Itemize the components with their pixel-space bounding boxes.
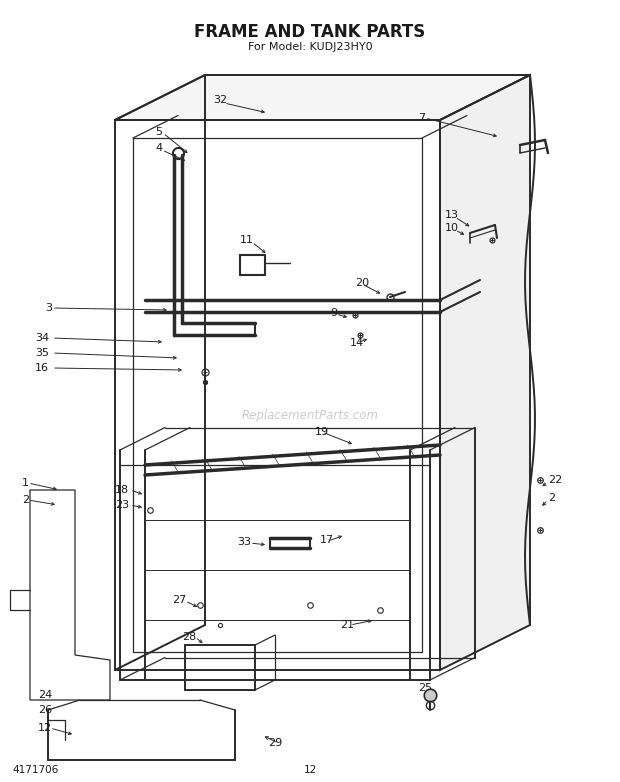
Text: 2: 2 (548, 493, 555, 503)
Text: 13: 13 (445, 210, 459, 220)
Text: 12: 12 (303, 765, 317, 775)
Text: 16: 16 (35, 363, 49, 373)
Text: 9: 9 (330, 308, 337, 318)
Text: 5: 5 (155, 127, 162, 137)
Text: ReplacementParts.com: ReplacementParts.com (242, 408, 378, 421)
Text: 22: 22 (548, 475, 562, 485)
Text: 25: 25 (418, 683, 432, 693)
Text: 19: 19 (315, 427, 329, 437)
Text: 4: 4 (155, 143, 162, 153)
Text: FRAME AND TANK PARTS: FRAME AND TANK PARTS (195, 23, 425, 41)
Text: 21: 21 (340, 620, 354, 630)
Text: For Model: KUDJ23HY0: For Model: KUDJ23HY0 (247, 42, 373, 52)
Polygon shape (440, 75, 530, 670)
Text: 34: 34 (35, 333, 49, 343)
Text: 4171706: 4171706 (12, 765, 58, 775)
Text: 23: 23 (115, 500, 129, 510)
Text: 26: 26 (38, 705, 52, 715)
Text: 33: 33 (237, 537, 251, 547)
Text: 11: 11 (240, 235, 254, 245)
Text: 1: 1 (22, 478, 29, 488)
Text: 35: 35 (35, 348, 49, 358)
Text: 2: 2 (22, 495, 29, 505)
Text: 12: 12 (38, 723, 52, 733)
Polygon shape (115, 75, 530, 120)
Text: 28: 28 (182, 632, 197, 642)
Text: 27: 27 (172, 595, 186, 605)
Text: 29: 29 (268, 738, 282, 748)
Text: 18: 18 (115, 485, 129, 495)
Text: 20: 20 (355, 278, 369, 288)
Text: 14: 14 (350, 338, 364, 348)
Text: 24: 24 (38, 690, 52, 700)
Text: 10: 10 (445, 223, 459, 233)
Text: 3: 3 (45, 303, 52, 313)
Text: 7: 7 (418, 113, 425, 123)
Text: 17: 17 (320, 535, 334, 545)
Text: 32: 32 (213, 95, 227, 105)
